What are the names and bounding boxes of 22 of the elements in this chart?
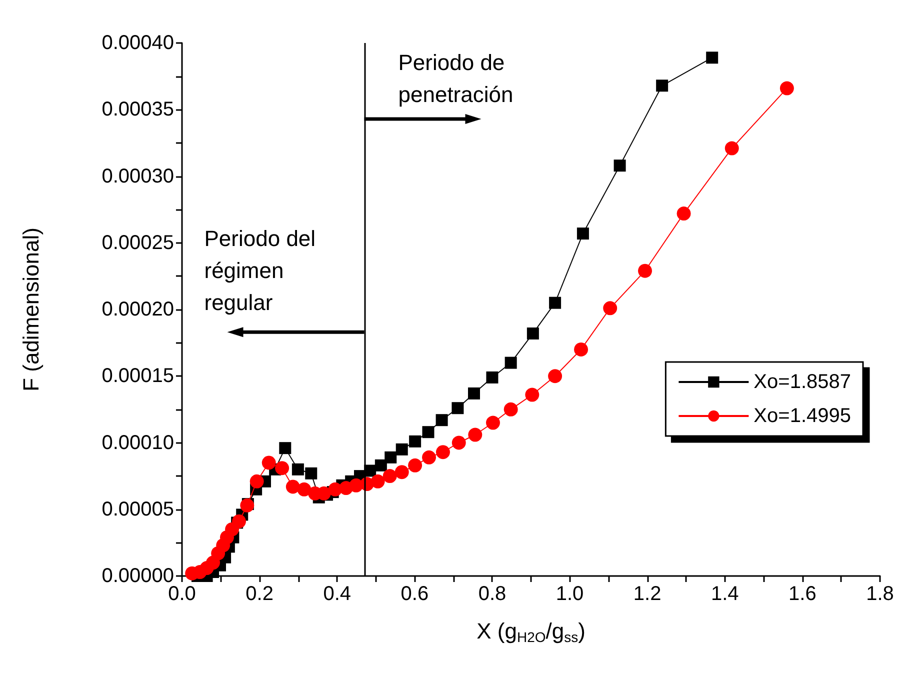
- y-axis-title: F (adimensional): [18, 228, 44, 392]
- x-tick-label: 1.6: [788, 583, 816, 605]
- legend-label: Xo=1.4995: [754, 405, 852, 427]
- x-tick-label: 1.0: [556, 583, 584, 605]
- x-tick-label: 1.4: [710, 583, 739, 605]
- y-tick-label: 0.00025: [102, 232, 174, 254]
- x-tick-label: 0.8: [478, 583, 506, 605]
- x-tick-label: 1.8: [866, 583, 894, 605]
- y-tick-label: 0.00030: [102, 165, 174, 188]
- x-tick-label: 0.2: [246, 583, 274, 605]
- legend-label: Xo=1.8587: [754, 371, 852, 393]
- x-tick-label: 0.6: [400, 583, 429, 605]
- y-tick-label: 0.00005: [102, 498, 174, 520]
- x-tick-label: 0.4: [323, 583, 352, 605]
- y-tick-label: 0.00015: [102, 365, 174, 388]
- annotation: Periodo del régimen regular: [204, 225, 317, 318]
- y-tick-label: 0.00010: [102, 432, 174, 454]
- annotation: Periodo de penetración: [398, 48, 514, 109]
- y-tick-label: 0.00035: [102, 98, 174, 121]
- x-tick-label: 1.2: [633, 583, 662, 605]
- y-tick-label: 0.00020: [102, 298, 174, 320]
- y-tick-label: 0.00040: [102, 32, 174, 54]
